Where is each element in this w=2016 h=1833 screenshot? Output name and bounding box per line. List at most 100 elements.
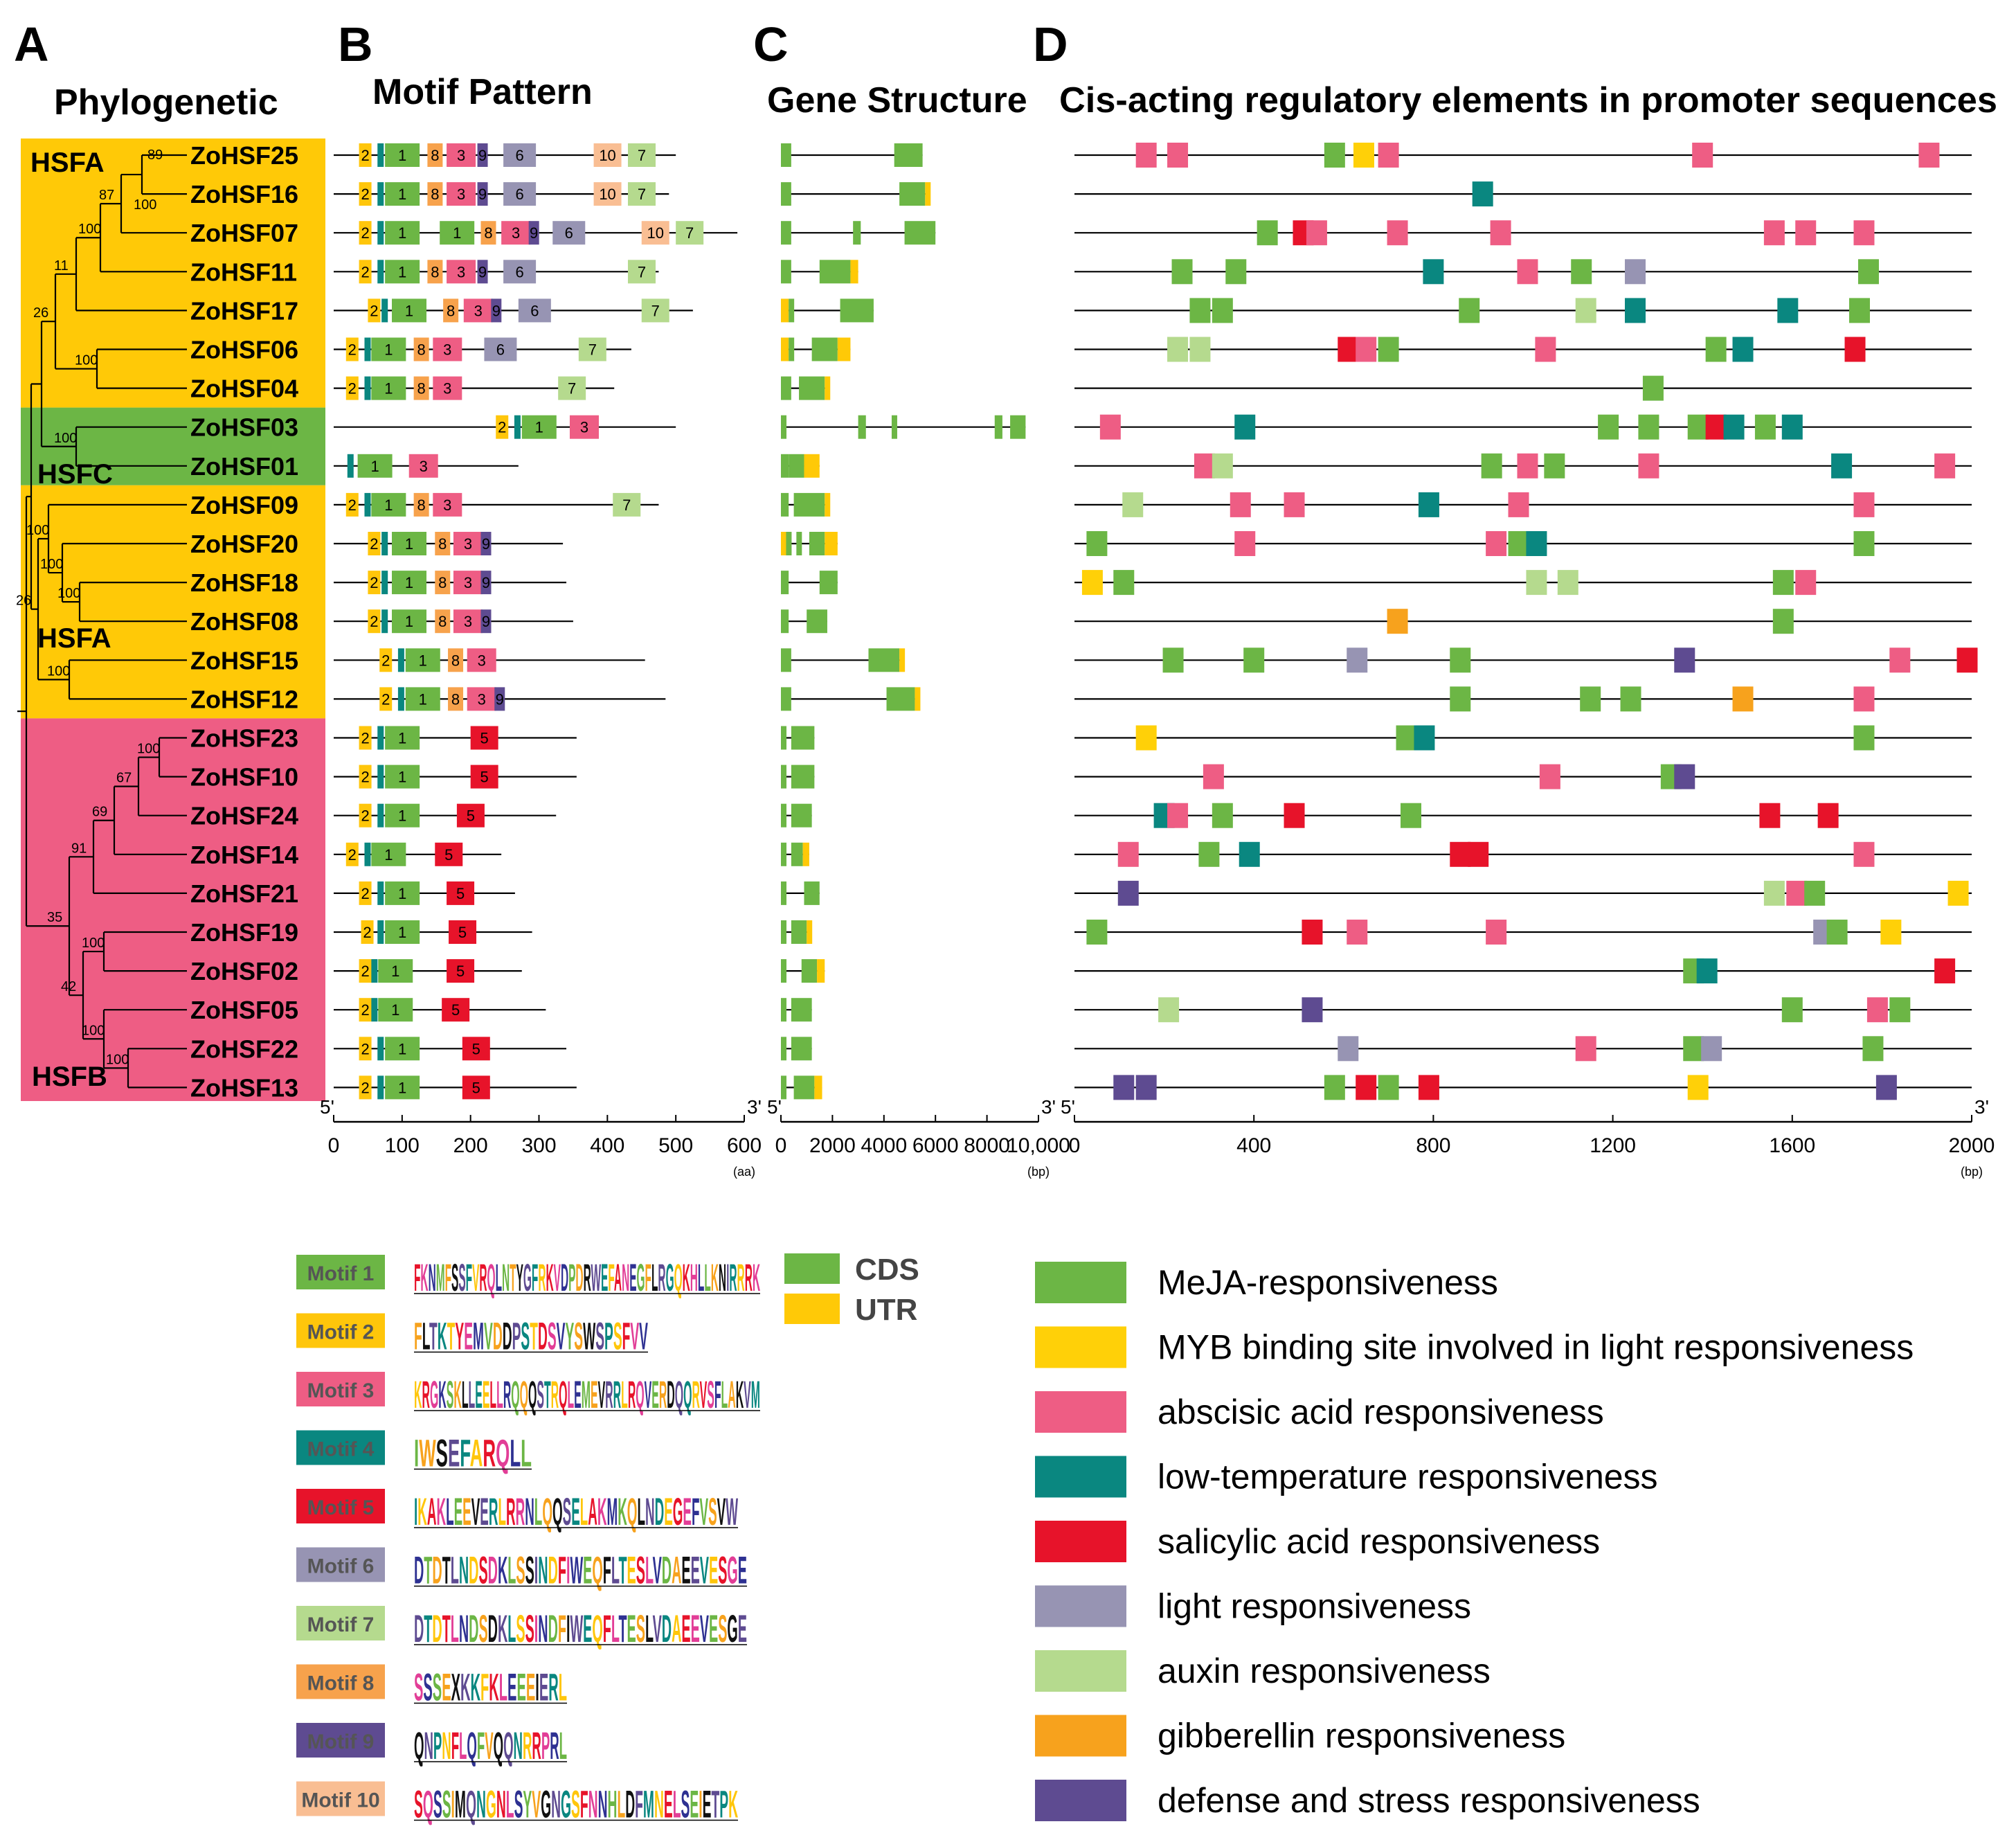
- logo-letter: A: [614, 1255, 622, 1299]
- motif-number: 7: [685, 224, 694, 242]
- motif-number: 2: [348, 341, 357, 359]
- logo-letter: E: [709, 1548, 718, 1592]
- gene-label-zohsf06: ZoHSF06: [190, 336, 298, 364]
- gene-labels: ZoHSF25 ZoHSF16 ZoHSF07 ZoHSF11 ZoHSF17 ZoHSF…: [190, 141, 298, 1102]
- logo-letter: N: [496, 1782, 506, 1826]
- cis-legend-label: light responsiveness: [1158, 1587, 1471, 1626]
- panel-title-motif-pattern: Motif Pattern: [372, 72, 593, 112]
- motif-4-box: [397, 687, 404, 711]
- logo-letter: K: [711, 1255, 719, 1299]
- motif-number: 8: [431, 186, 439, 203]
- logo-letter: E: [464, 1314, 473, 1358]
- logo-letter: F: [714, 1372, 721, 1416]
- logo-letter: G: [486, 1782, 496, 1826]
- motif-number: 1: [405, 574, 413, 591]
- logo-letter: E: [583, 1607, 592, 1650]
- motif-9-box: [477, 182, 488, 206]
- gene-label-zohsf22: ZoHSF22: [190, 1035, 298, 1063]
- motif-number: 9: [482, 535, 490, 553]
- motif-number: 1: [398, 224, 406, 242]
- logo-letter: L: [673, 1782, 681, 1826]
- logo-letter: G: [561, 1782, 571, 1826]
- cis-element-light: [1625, 259, 1646, 285]
- motif-4-box: [371, 959, 378, 983]
- logo-letter: V: [532, 1782, 541, 1826]
- logo-letter: S: [433, 1665, 442, 1709]
- cds-segment: [789, 337, 795, 361]
- logo-letter: L: [645, 1548, 654, 1592]
- utr-segment: [802, 842, 809, 866]
- logo-letter: V: [485, 1724, 493, 1767]
- cis-axis-start: 5': [1061, 1096, 1075, 1118]
- motif-legend-swatch: [296, 1313, 385, 1348]
- bootstrap-value: 100: [82, 1023, 105, 1038]
- motif-number: 7: [638, 263, 646, 280]
- motif-9-box: [480, 571, 492, 595]
- motif-7-box: [627, 182, 656, 206]
- logo-letter: E: [627, 1548, 636, 1592]
- logo-letter: L: [651, 1255, 658, 1299]
- bootstrap-value: 100: [57, 586, 80, 601]
- cds-segment: [781, 1037, 786, 1061]
- cis-element-meja: [1198, 841, 1220, 867]
- motif-number: 8: [447, 302, 455, 319]
- cds-segment: [781, 648, 791, 672]
- cis-element-meja: [1598, 414, 1619, 440]
- cis-element-meja: [1853, 725, 1875, 751]
- gene-label-zohsf17: ZoHSF17: [190, 296, 298, 325]
- motif-8-box: [443, 298, 459, 323]
- motif-number: 2: [381, 690, 390, 708]
- motif-pattern-panel: 2 1 8 3 9 6 10 72 1 8 3 9 6 10 72 1 1 8 3 9 6 10 72 1 8 3 9 6 72 1 8 3 9…: [334, 143, 738, 1100]
- motif-number: 1: [419, 652, 427, 669]
- motif-number: 2: [361, 1040, 369, 1057]
- utr-segment: [825, 532, 838, 555]
- motif-number: 2: [361, 769, 369, 786]
- cds-segment: [781, 260, 791, 284]
- logo-letter: S: [525, 1607, 534, 1650]
- cis-legend-swatch: [1035, 1715, 1126, 1757]
- logo-letter: E: [664, 1782, 673, 1826]
- gene-axis-unit: (bp): [1027, 1165, 1050, 1179]
- motif-legend-swatch: [296, 1430, 385, 1465]
- logo-letter: E: [574, 1372, 582, 1416]
- cis-element-meja: [1571, 259, 1592, 285]
- cis-element-meja: [1257, 220, 1278, 246]
- cds-segment: [781, 571, 789, 595]
- cis-element-light: [1338, 1036, 1359, 1062]
- cds-segment: [819, 260, 851, 284]
- cds-segment: [781, 492, 789, 517]
- motif-number: 3: [464, 535, 472, 553]
- logo-letter: E: [475, 1372, 483, 1416]
- logo-letter: I: [566, 1548, 570, 1592]
- logo-letter: W: [570, 1548, 583, 1592]
- logo-letter: R: [692, 1372, 699, 1416]
- logo-letter: Y: [516, 1255, 523, 1299]
- logo-letter: T: [424, 1607, 432, 1650]
- motif-1-box: [440, 221, 475, 245]
- motif-1-box: [392, 298, 427, 323]
- cis-element-myb: [1947, 880, 1969, 906]
- motif-number: 10: [599, 186, 615, 203]
- logo-letter: D: [503, 1314, 512, 1358]
- motif-1-box: [385, 182, 420, 206]
- logo-letter: V: [639, 1314, 648, 1358]
- cds-segment: [791, 765, 815, 789]
- logo-letter: S: [516, 1548, 525, 1592]
- motif-4-box: [364, 337, 371, 361]
- panel-letter-d: D: [1033, 17, 1068, 71]
- logo-letter: I: [566, 1607, 570, 1650]
- motif-2-box: [368, 571, 381, 595]
- cis-element-def: [1875, 1075, 1897, 1100]
- motif-3-box: [569, 415, 599, 439]
- logo-letter: T: [442, 1607, 451, 1650]
- gene-label-zohsf14: ZoHSF14: [190, 841, 298, 869]
- motif-logo-text: KRGKSKLLEELLRQQQSTRQLEMEVRRLRQVERDQQRVSF…: [414, 1372, 760, 1416]
- motif-8-box: [413, 376, 429, 400]
- cis-element-sa: [1450, 841, 1471, 867]
- cis-element-myb: [1081, 570, 1103, 596]
- logo-letter: R: [489, 1490, 498, 1533]
- motif-3-box: [447, 182, 476, 206]
- motif-1-box: [371, 492, 406, 517]
- logo-letter: A: [728, 1372, 735, 1416]
- logo-letter: F: [558, 1548, 566, 1592]
